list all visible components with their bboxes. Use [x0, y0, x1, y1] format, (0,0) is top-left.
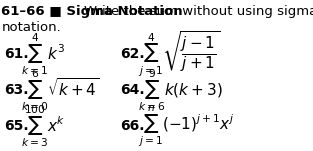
Text: $\sum_{j=1}^{n} (-1)^{j+1} x^{j}$: $\sum_{j=1}^{n} (-1)^{j+1} x^{j}$ — [138, 103, 234, 149]
Text: 61.: 61. — [4, 47, 28, 61]
Text: 61–66 ■ Sigma Notation: 61–66 ■ Sigma Notation — [1, 5, 183, 18]
Text: notation.: notation. — [1, 21, 61, 34]
Text: $\sum_{k=6}^{9} k(k+3)$: $\sum_{k=6}^{9} k(k+3)$ — [138, 67, 223, 113]
Text: Write the sum without using sigma: Write the sum without using sigma — [84, 5, 313, 18]
Text: $\sum_{k=0}^{6} \sqrt{k+4}$: $\sum_{k=0}^{6} \sqrt{k+4}$ — [21, 67, 100, 113]
Text: $\sum_{k=1}^{4} k^{3}$: $\sum_{k=1}^{4} k^{3}$ — [21, 32, 65, 77]
Text: 63.: 63. — [4, 83, 28, 97]
Text: $\sum_{j=1}^{4} \sqrt{\dfrac{j-1}{j+1}}$: $\sum_{j=1}^{4} \sqrt{\dfrac{j-1}{j+1}}$ — [138, 30, 220, 79]
Text: 62.: 62. — [121, 47, 145, 61]
Text: $\sum_{k=3}^{100} x^{k}$: $\sum_{k=3}^{100} x^{k}$ — [21, 103, 65, 149]
Text: 64.: 64. — [121, 83, 145, 97]
Text: 66.: 66. — [121, 119, 145, 133]
Text: 65.: 65. — [4, 119, 28, 133]
